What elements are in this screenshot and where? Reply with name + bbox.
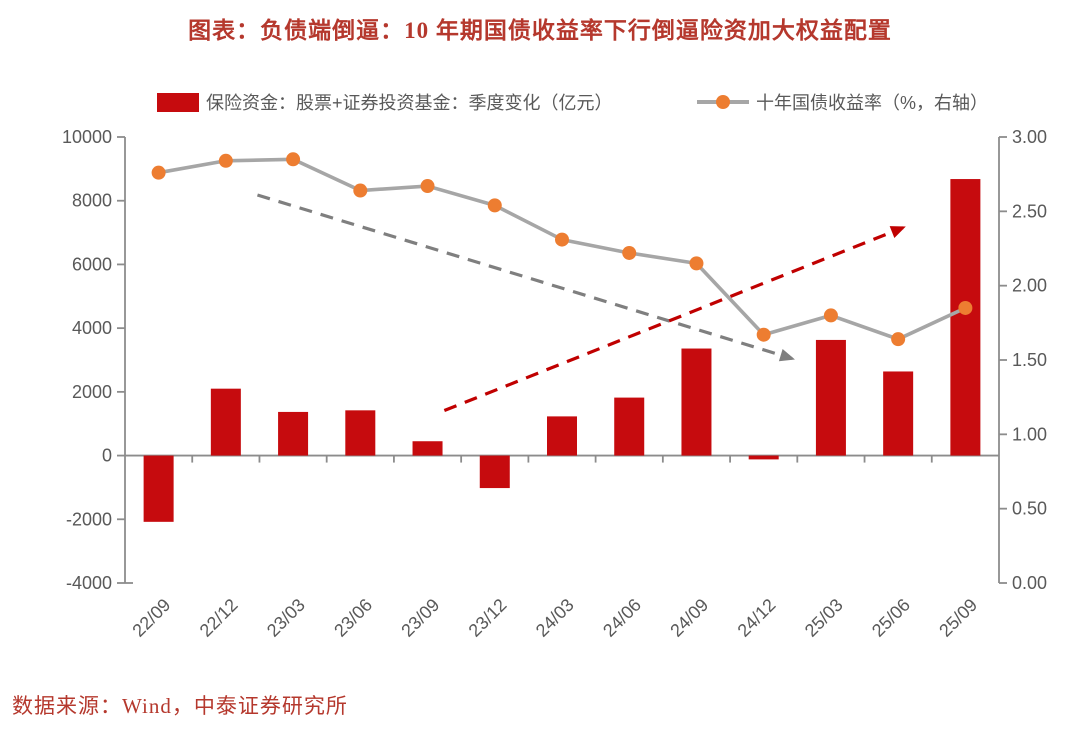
bar-series	[143, 179, 981, 522]
x-axis-label-23/09: 23/09	[397, 595, 443, 641]
bar-23/06	[345, 410, 376, 456]
x-axis-label-24/09: 24/09	[666, 595, 712, 641]
left-axis-tick-label: 8000	[72, 191, 112, 211]
line-series-marker-icon	[697, 95, 749, 109]
left-axis-tick-label: -2000	[66, 509, 112, 529]
left-axis: 10000 8000 6000 4000 2000 0 -2000 -4000	[62, 127, 133, 593]
yield-line	[158, 157, 967, 341]
yield-point-23/12	[487, 198, 502, 213]
right-axis-tick-label: 3.00	[1012, 127, 1047, 147]
yield-point-23/09	[420, 179, 435, 194]
right-axis-tick-label: 1.50	[1012, 350, 1047, 370]
left-axis-tick-label: 10000	[62, 127, 112, 147]
downtrend-dashed-arrow	[256, 193, 795, 362]
right-axis-tick-label: 0.00	[1012, 573, 1047, 593]
x-axis-label-22/12: 22/12	[196, 595, 242, 641]
bar-23/12	[479, 455, 510, 489]
bar-23/03	[278, 411, 309, 456]
bar-23/09	[412, 441, 443, 456]
right-axis-tick-label: 1.00	[1012, 424, 1047, 444]
legend-label-insurance-funds: 保险资金：股票+证券投资基金：季度变化（亿元）	[206, 93, 613, 113]
source-note: 数据来源：Wind，中泰证券研究所	[12, 694, 348, 718]
x-axis-label-24/03: 24/03	[532, 595, 578, 641]
yield-point-23/03	[286, 152, 301, 167]
yield-point-25/03	[823, 308, 838, 323]
right-axis-tick-label: 2.50	[1012, 201, 1047, 221]
x-axis-label-22/09: 22/09	[128, 595, 174, 641]
bar-25/06	[883, 371, 914, 456]
x-axis-label-24/06: 24/06	[599, 595, 645, 641]
right-axis-tick-label: 2.00	[1012, 276, 1047, 296]
bar-25/09	[950, 179, 981, 456]
x-axis-label-23/12: 23/12	[465, 595, 511, 641]
left-axis-tick-label: 4000	[72, 318, 112, 338]
yield-point-25/09	[958, 300, 973, 315]
left-axis-tick-label: 6000	[72, 254, 112, 274]
x-axis-label-23/03: 23/03	[263, 595, 309, 641]
x-axis-label-24/12: 24/12	[734, 595, 780, 641]
x-axis-label-25/03: 25/03	[801, 595, 847, 641]
bar-25/03	[815, 339, 846, 456]
yield-point-24/12	[756, 327, 771, 342]
yield-line-markers	[151, 152, 973, 347]
x-axis-label-25/06: 25/06	[868, 595, 914, 641]
chart-title: 图表：负债端倒逼：10 年期国债收益率下行倒逼险资加大权益配置	[188, 18, 892, 43]
legend-item-bond-yield: 十年国债收益率（%，右轴）	[697, 88, 988, 116]
bar-24/09	[681, 348, 712, 456]
right-axis-tick-label: 0.50	[1012, 499, 1047, 519]
bar-22/12	[210, 388, 241, 456]
yield-point-22/09	[151, 165, 166, 180]
left-axis-tick-label: -4000	[66, 573, 112, 593]
left-axis-tick-label: 0	[102, 446, 112, 466]
bar-series-swatch-icon	[157, 92, 199, 112]
legend-label-bond-yield: 十年国债收益率（%，右轴）	[756, 93, 989, 113]
bar-22/09	[143, 455, 174, 522]
x-axis-label-25/09: 25/09	[935, 595, 981, 641]
uptrend-dashed-arrow	[443, 226, 906, 413]
legend: 保险资金：股票+证券投资基金：季度变化（亿元） 十年国债收益率（%，右轴）	[0, 88, 1080, 116]
left-axis-tick-label: 2000	[72, 382, 112, 402]
combo-chart-canvas: 10000 8000 6000 4000 2000 0 -2000 -4000 3.00 2.50…	[62, 127, 1047, 641]
right-axis: 3.00 2.50 2.00 1.50 1.00 0.50 0.00	[998, 127, 1047, 593]
yield-point-22/12	[218, 153, 233, 168]
bar-24/06	[614, 397, 645, 456]
legend-item-insurance-funds: 保险资金：股票+证券投资基金：季度变化（亿元）	[157, 88, 613, 116]
x-axis: 22/09 22/12 23/03 23/06 23/09 23/12 24/03 24/06…	[128, 455, 981, 641]
x-axis-label-23/06: 23/06	[330, 595, 376, 641]
yield-point-23/06	[353, 183, 368, 198]
bar-24/12	[748, 455, 779, 460]
yield-point-24/09	[689, 256, 704, 271]
yield-point-24/03	[555, 232, 569, 247]
bar-24/03	[547, 416, 577, 456]
yield-point-25/06	[891, 332, 906, 347]
yield-point-24/06	[622, 245, 637, 260]
